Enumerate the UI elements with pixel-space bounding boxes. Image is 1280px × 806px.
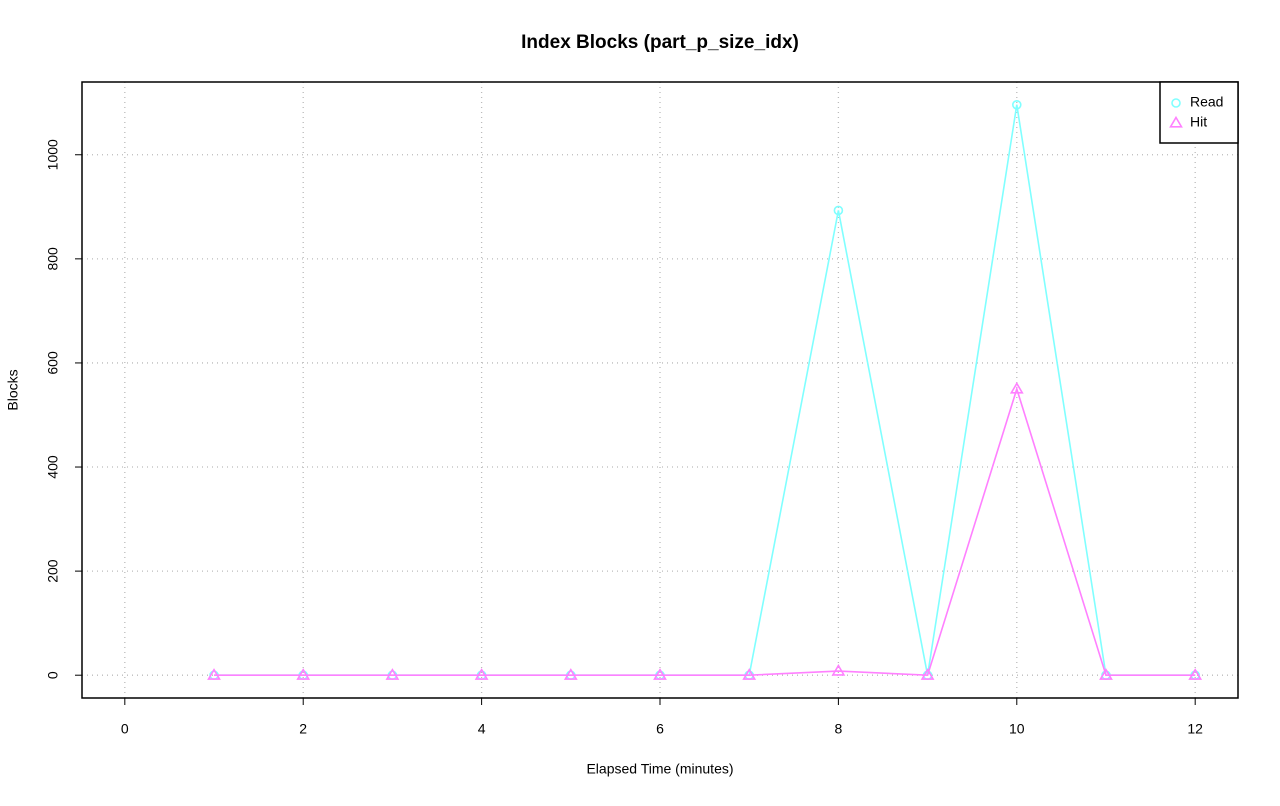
marker: [833, 205, 844, 216]
x-axis-label: Elapsed Time (minutes): [586, 761, 733, 777]
marker: [1011, 99, 1022, 110]
marker: [385, 668, 400, 680]
marker: [296, 668, 311, 680]
y-axis-label: Blocks: [5, 369, 21, 410]
x-tick-label: 12: [1187, 721, 1203, 737]
series-line: [214, 386, 1196, 677]
marker: [1188, 668, 1203, 680]
y-tick-label: 600: [45, 351, 61, 375]
x-tick-label: 0: [121, 721, 129, 737]
marker: [653, 668, 667, 680]
marker: [742, 668, 757, 680]
marker: [1099, 668, 1113, 680]
legend-label: Read: [1190, 94, 1223, 110]
legend-box: [1159, 81, 1239, 144]
marker: [207, 668, 221, 680]
x-tick-label: 10: [1009, 721, 1025, 737]
y-tick-label: 800: [45, 247, 61, 271]
chart-title: Index Blocks (part_p_size_idx): [521, 32, 799, 53]
legend-label: Hit: [1190, 114, 1207, 130]
y-tick-label: 1000: [45, 139, 61, 170]
marker: [1009, 381, 1024, 394]
legend-marker: [1171, 98, 1181, 108]
y-tick-label: 400: [45, 455, 61, 479]
marker: [474, 668, 489, 680]
marker: [563, 668, 578, 680]
marker: [831, 663, 846, 676]
marker: [920, 668, 935, 680]
x-tick-label: 6: [656, 721, 664, 737]
y-tick-label: 200: [45, 559, 61, 583]
y-tick-label: 0: [45, 671, 61, 679]
plot-frame: [81, 81, 1239, 699]
x-tick-label: 2: [299, 721, 307, 737]
x-tick-label: 4: [478, 721, 486, 737]
legend-marker: [1169, 115, 1183, 128]
x-tick-label: 8: [834, 721, 842, 737]
